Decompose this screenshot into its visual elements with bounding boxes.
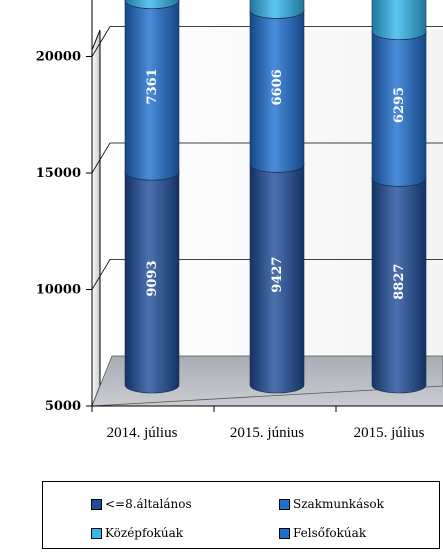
x-tick-label: 2015. július — [354, 425, 425, 441]
cylinders: 9093736161411096942766065293908882762955… — [124, 0, 427, 394]
y-axis-ticks: 500010000150002000025000 — [36, 0, 443, 414]
stacked-cylinder-chart: 500010000150002000025000 909373616141109… — [36, 0, 443, 441]
x-axis-labels: 2014. július 2015. június 2015. július — [107, 425, 425, 441]
y-tick-label: 10000 — [36, 283, 81, 298]
y-tick-label: 20000 — [36, 50, 81, 65]
x-tick-label: 2014. július — [107, 425, 178, 441]
legend-item: Szakmunkások — [279, 497, 384, 511]
legend-item: Középfokúak — [91, 526, 183, 540]
grid-line — [91, 259, 443, 290]
data-label: 8827 — [392, 264, 407, 300]
grid-line — [91, 142, 443, 174]
legend-item: <=8.általános — [91, 497, 192, 511]
side-wall — [91, 29, 101, 407]
cylinder: 942766065293908 — [249, 0, 305, 394]
legend-label: <=8.általános — [105, 497, 192, 511]
data-label: 6606 — [270, 69, 285, 105]
legend-label: Felsőfokúak — [293, 526, 367, 540]
legend-swatch — [91, 527, 102, 539]
legend-label: Szakmunkások — [293, 497, 384, 511]
cylinder: 882762955313976 — [371, 0, 427, 394]
legend-swatch — [91, 498, 102, 510]
y-tick-label: 5000 — [45, 399, 81, 414]
legend-swatch — [279, 498, 290, 510]
data-label: 6295 — [392, 87, 407, 123]
data-label: 9093 — [145, 260, 160, 296]
grid-lines — [91, 26, 443, 290]
cylinder-segment — [249, 0, 305, 19]
legend-item: Felsőfokúak — [279, 526, 366, 540]
cylinder: 9093736161411096 — [124, 0, 180, 394]
data-label: 7361 — [145, 68, 160, 104]
data-label: 9427 — [270, 257, 285, 293]
legend: <=8.általános Szakmunkások Középfokúak F… — [42, 481, 440, 549]
legend-swatch — [279, 527, 290, 539]
cylinder-segment — [124, 0, 180, 9]
x-tick-label: 2015. június — [230, 425, 304, 441]
legend-label: Középfokúak — [105, 526, 184, 540]
grid-line — [91, 26, 443, 57]
y-tick-label: 15000 — [36, 166, 81, 181]
cylinder-segment — [371, 0, 427, 40]
